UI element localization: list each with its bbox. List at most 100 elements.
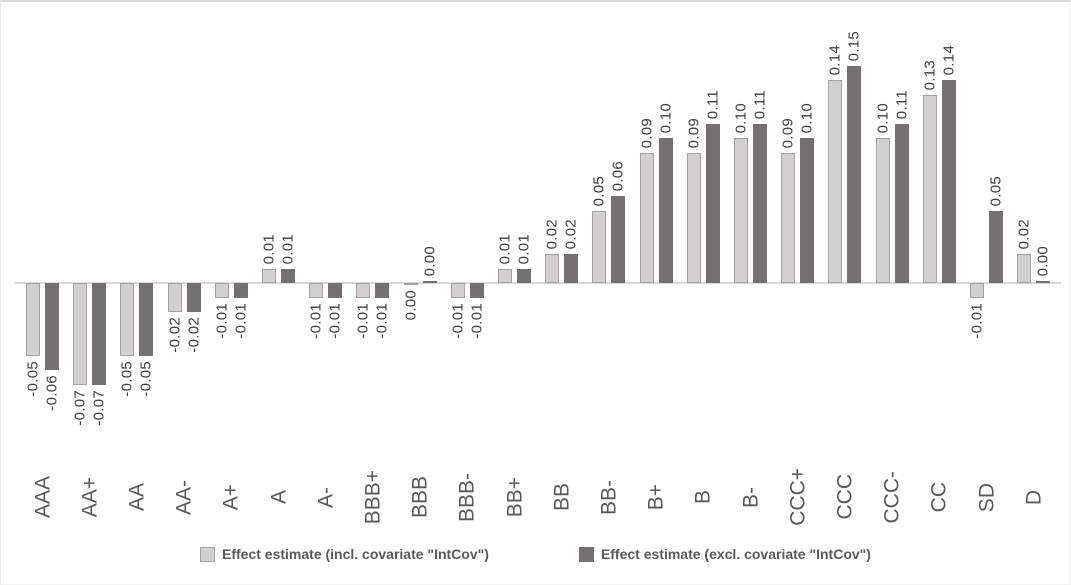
category-label-B+: B+ <box>644 484 668 511</box>
bar-CCC-series1[interactable] <box>847 65 862 283</box>
value-label-A-series0: 0.01 <box>260 233 278 264</box>
value-label-BB--series0: 0.05 <box>590 175 608 206</box>
bar-A+-series0[interactable] <box>214 283 229 298</box>
legend-item-incl-covariate[interactable]: Effect estimate (incl. covariate "IntCov… <box>200 546 489 562</box>
value-label-BBB-series0: 0.00 <box>402 290 420 321</box>
value-label-CCC--series0: 0.10 <box>874 103 892 134</box>
bar-CCC+-series1[interactable] <box>800 138 815 283</box>
bar-BBB--series0[interactable] <box>450 283 465 298</box>
category-label-BB-: BB- <box>597 479 621 515</box>
bar-CCC--series0[interactable] <box>875 138 890 283</box>
value-label-AA--series1: -0.02 <box>185 317 203 353</box>
bar-A+-series1[interactable] <box>233 283 248 298</box>
bar-BBB-series1[interactable] <box>422 281 437 283</box>
category-label-AA: AA <box>125 483 149 512</box>
value-label-AA+-series0: -0.07 <box>71 389 89 426</box>
bar-BB-series1[interactable] <box>564 254 579 283</box>
value-label-CC-series0: 0.13 <box>921 59 939 90</box>
bar-D-series1[interactable] <box>1036 281 1051 283</box>
value-label-D-series1: 0.00 <box>1034 246 1052 277</box>
bar-SD-series0[interactable] <box>970 283 984 298</box>
legend-swatch-excl-covariate <box>578 546 594 562</box>
bar-AA-series1[interactable] <box>139 283 154 356</box>
bar-AA--series1[interactable] <box>186 283 201 312</box>
bar-BBB+-series0[interactable] <box>356 283 371 298</box>
category-label-AA-: AA- <box>172 479 196 515</box>
bar-BBB--series1[interactable] <box>469 283 484 298</box>
legend-label-excl-covariate: Effect estimate (excl. covariate "IntCov… <box>600 546 871 562</box>
value-label-A+-series0: -0.01 <box>213 302 231 339</box>
bar-CC-series1[interactable] <box>941 80 956 283</box>
category-label-B-: B- <box>739 486 762 508</box>
bar-B--series0[interactable] <box>734 138 748 283</box>
bar-B-series1[interactable] <box>705 123 720 283</box>
value-label-BBB--series0: -0.01 <box>449 302 467 339</box>
value-label-B-series0: 0.09 <box>685 117 703 148</box>
category-label-AAA: AAA <box>31 476 54 519</box>
bar-CC-series0[interactable] <box>922 94 937 283</box>
bar-B+-series1[interactable] <box>658 138 673 283</box>
value-label-BBB+-series0: -0.01 <box>354 302 372 339</box>
bar-A-series1[interactable] <box>281 268 295 283</box>
value-label-B+-series0: 0.09 <box>638 117 656 148</box>
category-label-CCC+: CCC+ <box>786 468 810 526</box>
value-label-CC-series1: 0.14 <box>940 45 958 76</box>
bar-AA+-series1[interactable] <box>92 283 107 385</box>
bar-BBB-series0[interactable] <box>403 283 418 285</box>
value-label-A+-series1: -0.01 <box>232 302 250 339</box>
value-label-B+-series1: 0.10 <box>657 103 675 134</box>
legend-label-incl-covariate: Effect estimate (incl. covariate "IntCov… <box>222 546 489 562</box>
value-label-AA-series1: -0.05 <box>137 360 155 397</box>
category-label-BBB-: BBB- <box>455 472 479 522</box>
value-label-CCC+-series1: 0.10 <box>798 103 816 134</box>
value-label-BBB--series1: -0.01 <box>468 302 486 339</box>
value-label-AAA-series1: -0.06 <box>43 375 61 411</box>
bar-AA-series0[interactable] <box>120 283 135 356</box>
bar-BB-series0[interactable] <box>545 254 560 283</box>
bar-D-series0[interactable] <box>1017 254 1032 283</box>
bar-A--series1[interactable] <box>328 283 343 298</box>
category-label-BB: BB <box>550 483 574 512</box>
value-label-SD-series0: -0.01 <box>968 302 986 339</box>
value-label-BBB+-series1: -0.01 <box>373 302 391 339</box>
value-label-B-series1: 0.11 <box>704 89 722 119</box>
bar-BB+-series0[interactable] <box>498 268 512 283</box>
bar-A--series0[interactable] <box>309 283 324 298</box>
bar-CCC+-series0[interactable] <box>781 152 796 283</box>
value-label-BB-series0: 0.02 <box>543 219 561 250</box>
value-label-BB+-series1: 0.01 <box>515 233 533 264</box>
legend-item-excl-covariate[interactable]: Effect estimate (excl. covariate "IntCov… <box>578 546 871 562</box>
bar-B--series1[interactable] <box>753 123 767 283</box>
bar-BBB+-series1[interactable] <box>375 283 390 298</box>
bar-A-series0[interactable] <box>262 268 276 283</box>
bar-CCC-series0[interactable] <box>828 80 843 283</box>
value-label-A-series1: 0.01 <box>279 233 297 264</box>
category-label-CCC-: CCC- <box>880 470 904 524</box>
bar-AA--series0[interactable] <box>167 283 182 312</box>
bar-AA+-series0[interactable] <box>73 283 88 385</box>
bar-BB--series1[interactable] <box>611 196 626 283</box>
category-label-BBB+: BBB+ <box>361 470 385 525</box>
legend-swatch-incl-covariate <box>200 546 216 562</box>
bar-B+-series0[interactable] <box>639 152 654 283</box>
value-label-AA--series0: -0.02 <box>166 317 184 353</box>
value-label-BB--series1: 0.06 <box>609 161 627 192</box>
bar-BB--series0[interactable] <box>592 210 607 283</box>
bar-B-series0[interactable] <box>686 152 701 283</box>
value-label-A--series0: -0.01 <box>307 302 325 339</box>
value-label-B--series0: 0.10 <box>732 103 750 134</box>
bar-SD-series1[interactable] <box>989 210 1003 283</box>
category-label-SD: SD <box>975 482 998 512</box>
category-label-A+: A+ <box>219 484 243 511</box>
bar-AAA-series1[interactable] <box>45 283 59 370</box>
bar-AAA-series0[interactable] <box>26 283 40 356</box>
value-label-SD-series1: 0.05 <box>987 175 1005 206</box>
category-label-B: B <box>691 490 715 505</box>
value-label-B--series1: 0.11 <box>751 89 769 119</box>
bar-CCC--series1[interactable] <box>894 123 909 283</box>
value-label-AA+-series1: -0.07 <box>90 389 108 426</box>
bar-BB+-series1[interactable] <box>517 268 531 283</box>
value-label-AAA-series0: -0.05 <box>24 360 42 397</box>
